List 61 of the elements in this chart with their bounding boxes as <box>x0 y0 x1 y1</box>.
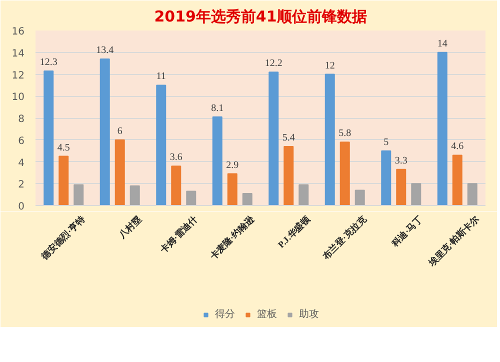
data-label: 14 <box>437 38 448 50</box>
bar <box>467 183 478 206</box>
bar <box>242 192 252 206</box>
bar <box>171 166 182 206</box>
bar <box>130 185 140 206</box>
y-tick-label: 2 <box>18 180 25 191</box>
data-label: 8.1 <box>211 102 224 114</box>
bar <box>298 184 309 206</box>
data-label: 5.8 <box>338 128 352 140</box>
y-tick-label: 4 <box>18 158 25 169</box>
legend-label: 得分 <box>215 308 235 321</box>
y-tick-label: 0 <box>18 202 25 212</box>
legend-label: 篮板 <box>257 308 277 321</box>
bar <box>44 70 54 206</box>
bar <box>186 190 196 206</box>
bar <box>396 168 406 206</box>
x-tick-label: 布兰登·克拉克 <box>320 213 369 262</box>
data-label: 12.3 <box>40 56 58 68</box>
y-tick-label: 10 <box>12 92 25 104</box>
bar <box>156 84 166 206</box>
x-tick-label: 科迪·马丁 <box>388 214 424 250</box>
y-tick-label: 16 <box>12 26 25 38</box>
data-label: 11 <box>156 71 166 82</box>
data-label: 4.6 <box>451 141 464 152</box>
data-label: 5.4 <box>282 132 295 144</box>
data-label: 5 <box>384 136 389 148</box>
bar <box>411 183 422 206</box>
data-label: 12.2 <box>264 58 282 70</box>
x-tick-label: 埃里克·帕斯卡尔 <box>426 213 482 268</box>
bar <box>58 156 69 206</box>
bar <box>354 190 365 206</box>
data-label: 3.3 <box>394 155 408 166</box>
y-tick-label: 6 <box>18 136 25 147</box>
bar <box>114 139 125 206</box>
data-label: 3.6 <box>170 152 182 164</box>
x-tick-label: 卡麦隆·约翰逊 <box>208 213 256 262</box>
bar <box>452 154 462 206</box>
x-tick-label: 八村塁 <box>116 214 144 241</box>
x-tick-label: 德安德烈·亨特 <box>38 214 87 262</box>
legend-label: 助攻 <box>299 308 319 321</box>
bar <box>381 150 392 206</box>
data-label: 2.9 <box>226 160 239 171</box>
bar <box>74 184 84 206</box>
bar <box>268 72 279 206</box>
y-tick-label: 14 <box>12 48 25 60</box>
y-tick-label: 12 <box>12 70 25 82</box>
chart-title: 2019年选秀前41顺位前锋数据 <box>154 8 367 26</box>
data-label: 12 <box>324 60 335 72</box>
bar <box>340 142 350 206</box>
bar <box>212 116 222 206</box>
x-tick-label: P.J.华盛顿 <box>276 213 313 250</box>
y-tick-label: 8 <box>18 114 25 125</box>
data-label: 6 <box>117 126 122 137</box>
bar <box>284 146 294 206</box>
x-tick-label: 卡姆·雷迪什 <box>158 214 200 256</box>
bar <box>227 173 238 206</box>
data-label: 4.5 <box>57 142 70 154</box>
bar <box>437 52 448 206</box>
bar <box>324 74 335 206</box>
data-label: 13.4 <box>96 44 114 56</box>
bar <box>100 58 110 206</box>
